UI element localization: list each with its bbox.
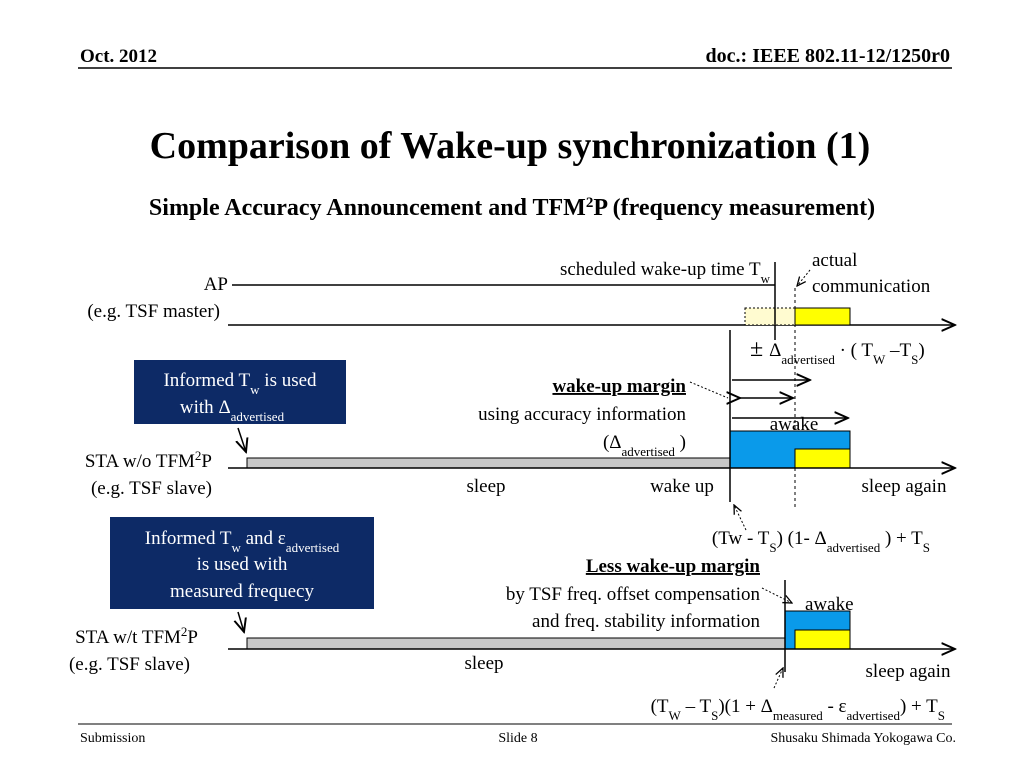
box1-arrow [238,427,246,452]
box2-line3: measured frequecy [170,581,315,602]
sleep-1: sleep [466,476,505,497]
formula1: ± Δadvertised · ( TW –TS) [750,336,925,367]
awake-2: awake [805,594,854,615]
scheduled: scheduled wake-up time Tw [560,259,771,286]
comm-bar-2 [794,629,851,650]
wakeup-1: wake up [650,476,714,497]
doc-id: doc.: IEEE 802.11-12/1250r0 [706,45,950,67]
info-box-1 [134,360,346,424]
subtitle: Simple Accuracy Announcement and TFM2P (… [149,195,875,221]
info-box-2 [110,517,374,609]
sleep-again-2: sleep again [866,661,951,682]
less-line1: by TSF freq. offset compensation [506,584,761,605]
box1-line1: Informed Tw is used [163,370,317,397]
formula3: (TW – TS)(1 + Δmeasured - εadvertised) +… [651,696,945,723]
footer-right: Shusaku Shimada Yokogawa Co. [770,731,956,746]
actual-1: actual [812,250,857,271]
box1-line2: with Δadvertised [180,397,285,424]
date: Oct. 2012 [80,46,157,67]
formula2: (Tw - TS) (1- Δadvertised ) + TS [712,528,930,555]
sta1-note: (e.g. TSF slave) [91,478,212,499]
box2-line1: Informed Tw and εadvertised [145,528,340,555]
margin-line1: using accuracy information [478,404,686,425]
footer-center: Slide 8 [498,731,537,746]
box2-arrow [238,611,244,632]
actual-2: communication [812,276,931,297]
margin-box [744,307,796,326]
margin-title: wake-up margin [552,376,686,397]
awake-1: awake [770,414,819,435]
margin-pointer [689,381,729,399]
comm-bar-1 [794,448,851,469]
margin-line2: (Δadvertised ) [603,432,686,459]
sleep-bar-2 [246,637,786,650]
title: Comparison of Wake-up synchronization (1… [150,125,871,167]
ap-label: AP [204,274,228,295]
sta1-label: STA w/o TFM2P [85,448,212,473]
box2-line2: is used with [197,554,288,575]
ap-note: (e.g. TSF master) [87,301,220,322]
formula2-arrow [734,505,747,531]
sta2-note: (e.g. TSF slave) [69,654,190,675]
sleep-bar-1 [246,457,731,469]
less-pointer [761,587,792,603]
sleep-2: sleep [464,653,503,674]
ap-comm [794,307,851,326]
less-title: Less wake-up margin [586,556,761,577]
sta2-label: STA w/t TFM2P [75,624,198,649]
less-line2: and freq. stability information [532,611,760,632]
sleep-again-1: sleep again [862,476,947,497]
footer-left: Submission [80,731,145,746]
formula3-arrow [773,668,783,689]
actual-arrow [797,269,811,286]
